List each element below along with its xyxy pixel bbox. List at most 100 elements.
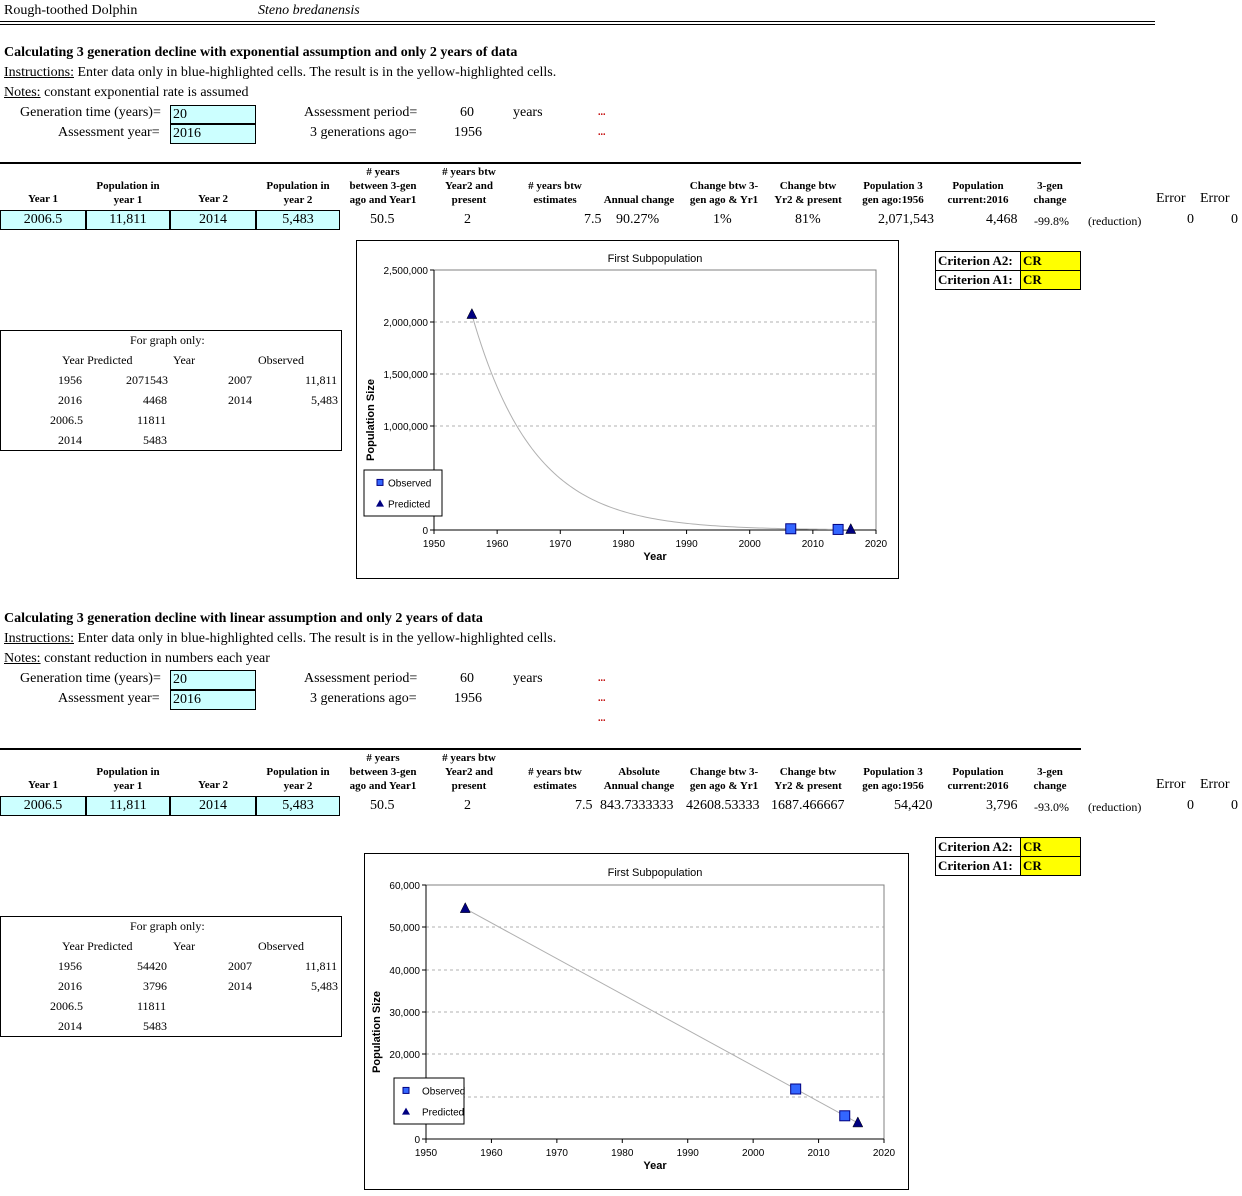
x-axis-label: Year — [643, 1160, 667, 1172]
col-change-3gen: Change btw 3- gen ago & Yr1 — [689, 766, 759, 792]
reduction-label: (reduction) — [1088, 800, 1142, 814]
generation-time-input[interactable]: 20 — [170, 105, 256, 124]
table-cell: 2014 — [58, 1019, 82, 1033]
col-error1: Error — [1156, 777, 1186, 792]
col-pop2: Population in year 2 — [266, 180, 330, 206]
pop2-input[interactable]: 5,483 — [256, 210, 340, 230]
y-tick-label: 0 — [414, 1135, 420, 1146]
generation-time-label: Generation time (years)= — [20, 105, 161, 120]
assessment-period-value: 60 — [460, 671, 474, 686]
year2-input[interactable]: 2014 — [170, 210, 256, 230]
y-tick-label: 2,500,000 — [384, 266, 429, 277]
pop1-input[interactable]: 11,811 — [86, 210, 170, 230]
change-3gen-value: 42608.53333 — [686, 798, 760, 813]
y-tick-label: 20,000 — [389, 1050, 420, 1061]
pop2-input[interactable]: 5,483 — [256, 796, 340, 816]
col-pop1: Population in year 1 — [96, 766, 160, 792]
table-cell: 3796 — [143, 979, 167, 993]
table-cell: 11811 — [137, 413, 167, 427]
table-cell: 2007 — [228, 959, 252, 973]
col-change-yr2: Change btw Yr2 & present — [774, 766, 842, 792]
col-years-3gen: # years between 3-gen ago and Year1 — [349, 166, 417, 206]
dots-indicator: ... — [598, 127, 606, 138]
x-tick-label: 2010 — [807, 1148, 830, 1159]
col-annual-change: Absolute Annual change — [603, 766, 675, 792]
reduction-label: (reduction) — [1088, 214, 1142, 228]
generations-ago-label: 3 generations ago= — [310, 691, 417, 706]
year2-input[interactable]: 2014 — [170, 796, 256, 816]
pop-current-value: 3,796 — [986, 798, 1018, 813]
col-years-btw: # years btw estimates — [528, 766, 582, 792]
change-3gen-value: 1% — [713, 212, 732, 227]
table-cell: 2071543 — [126, 373, 168, 387]
y-tick-label: 30,000 — [389, 1008, 420, 1019]
criterion-a1-value: CR — [1020, 856, 1081, 876]
predicted-point — [466, 308, 478, 319]
predicted-point — [845, 522, 857, 534]
criterion-a1-value: CR — [1020, 270, 1081, 290]
graph-table-title: For graph only: — [130, 919, 205, 933]
graph-table-header: Year Predicted — [62, 939, 133, 953]
x-tick-label: 2000 — [742, 1148, 765, 1159]
x-tick-label: 1950 — [423, 539, 446, 550]
col-change-yr2: Change btw Yr2 & present — [774, 180, 842, 206]
table-cell: 54420 — [137, 959, 167, 973]
table-cell: 1956 — [58, 373, 82, 387]
species-common-name: Rough-toothed Dolphin — [4, 3, 138, 18]
notes: Notes: constant reduction in numbers eac… — [4, 651, 270, 666]
generations-ago-label: 3 generations ago= — [310, 125, 417, 140]
table-cell: 2006.5 — [50, 413, 83, 427]
change-yr2-value: 1687.466667 — [771, 798, 845, 813]
predicted-point — [459, 902, 471, 913]
graph-table — [0, 330, 342, 451]
assessment-year-input[interactable]: 2016 — [170, 690, 256, 710]
generation-time-input[interactable]: 20 — [170, 670, 256, 690]
legend-predicted-label: Predicted — [388, 500, 430, 511]
assessment-year-label: Assessment year= — [58, 125, 160, 140]
legend-box — [363, 469, 443, 517]
pop-3gen-value: 2,071,543 — [878, 212, 934, 227]
years-present-value: 2 — [464, 798, 471, 813]
chart-title: First Subpopulation — [608, 253, 703, 265]
col-years-3gen: # years between 3-gen ago and Year1 — [349, 752, 417, 792]
assessment-year-input[interactable]: 2016 — [170, 124, 256, 144]
year1-input[interactable]: 2006.5 — [0, 796, 86, 816]
graph-table-title: For graph only: — [130, 333, 205, 347]
col-change-3gen: Change btw 3- gen ago & Yr1 — [689, 180, 759, 206]
criterion-a2-value: CR — [1020, 251, 1081, 271]
legend-observed-label: Observed — [388, 478, 431, 489]
col-3gen-change: 3-gen change — [1033, 180, 1067, 206]
assessment-period-value: 60 — [460, 105, 474, 120]
table-cell: 2006.5 — [50, 999, 83, 1013]
year1-input[interactable]: 2006.5 — [0, 210, 86, 230]
legend-observed-marker — [402, 1086, 410, 1094]
x-tick-label: 1960 — [480, 1148, 503, 1159]
table-cell: 2014 — [228, 393, 252, 407]
table-cell: 5483 — [143, 433, 167, 447]
pop-3gen-value: 54,420 — [894, 798, 933, 813]
annual-change-value: 843.7333333 — [600, 798, 674, 813]
table-cell: 11,811 — [305, 959, 338, 973]
table-cell: 11,811 — [305, 373, 338, 387]
table-cell: 1956 — [58, 959, 82, 973]
assessment-period-label: Assessment period= — [304, 105, 418, 120]
col-pop-current: Population current:2016 — [947, 766, 1009, 792]
instructions: Instructions: Enter data only in blue-hi… — [4, 631, 557, 646]
predicted-point — [852, 1116, 864, 1128]
x-tick-label: 2020 — [865, 539, 888, 550]
generations-ago-value: 1956 — [454, 691, 482, 706]
x-tick-label: 1990 — [675, 539, 698, 550]
col-pop-3gen: Population 3 gen ago:1956 — [862, 180, 924, 206]
change-yr2-value: 81% — [795, 212, 821, 227]
legend-predicted-marker — [376, 499, 384, 507]
table-cell: 5483 — [143, 1019, 167, 1033]
pop1-input[interactable]: 11,811 — [86, 796, 170, 816]
instructions: Instructions: Enter data only in blue-hi… — [4, 65, 557, 80]
x-tick-label: 2020 — [873, 1148, 896, 1159]
legend-observed-label: Observed — [422, 1086, 465, 1097]
table-cell: 5,483 — [311, 393, 338, 407]
chart-frame — [364, 853, 909, 1190]
dots-indicator: ... — [598, 673, 606, 684]
chart-title: First Subpopulation — [608, 867, 703, 879]
criterion-a2-label: Criterion A2: — [935, 837, 1021, 857]
